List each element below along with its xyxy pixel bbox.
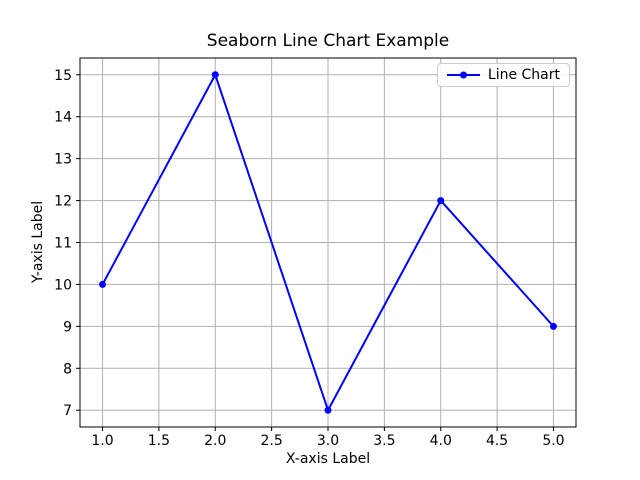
legend-line-marker-icon [446, 71, 480, 79]
y-tick-label: 9 [63, 319, 72, 335]
y-tick-label: 15 [54, 68, 72, 84]
data-point-marker [549, 322, 557, 330]
data-point-marker [324, 406, 332, 414]
x-tick-label: 4.0 [430, 433, 452, 449]
data-point-marker [437, 197, 445, 205]
y-tick-label: 13 [54, 152, 72, 168]
y-tick-label: 10 [54, 277, 72, 293]
x-tick-label: 2.0 [204, 433, 226, 449]
data-point-marker [99, 280, 107, 288]
y-tick-label: 14 [54, 110, 72, 126]
x-tick-label: 2.5 [261, 433, 283, 449]
y-tick-label: 8 [63, 361, 72, 377]
y-axis-label: Y-axis Label [30, 200, 46, 284]
legend-label: Line Chart [487, 67, 560, 83]
x-tick-label: 1.5 [148, 433, 170, 449]
x-tick-label: 3.5 [373, 433, 395, 449]
x-axis-label: X-axis Label [285, 451, 371, 467]
x-tick-label: 3.0 [317, 433, 339, 449]
data-point-marker [211, 71, 219, 79]
x-tick-label: 1.0 [91, 433, 113, 449]
x-tick-label: 4.5 [486, 433, 508, 449]
y-tick-label: 12 [54, 194, 72, 210]
chart-title: Seaborn Line Chart Example [206, 31, 450, 51]
x-tick-label: 5.0 [542, 433, 564, 449]
y-tick-label: 11 [54, 236, 72, 252]
legend: Line Chart [436, 63, 570, 87]
y-tick-label: 7 [63, 403, 72, 419]
